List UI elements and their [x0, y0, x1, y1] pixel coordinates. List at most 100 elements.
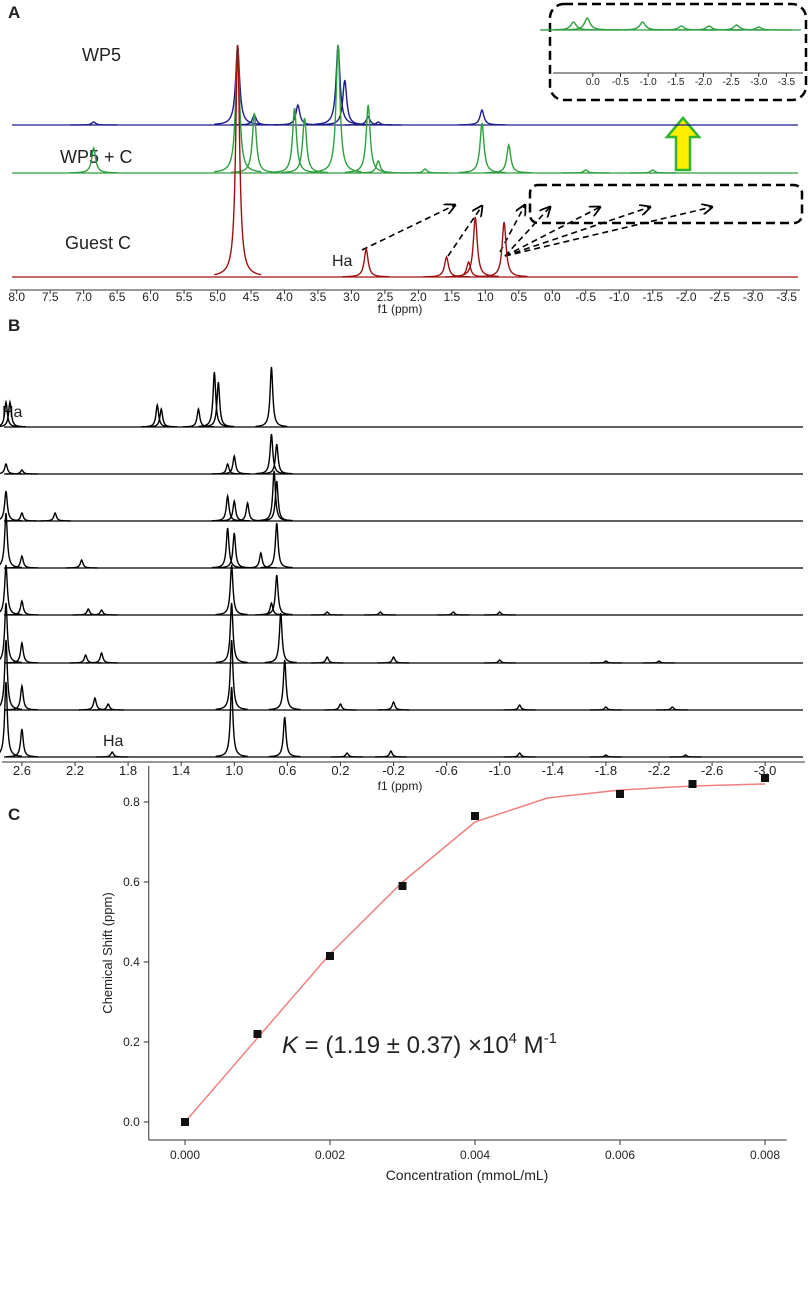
x-tick-label: 7.5 [42, 290, 59, 304]
peak [703, 24, 770, 31]
peak [218, 454, 251, 475]
panel-label: B [8, 316, 20, 335]
up-arrow [664, 116, 702, 172]
peak [72, 608, 105, 616]
peak [145, 407, 178, 428]
peak [182, 406, 215, 428]
peak [281, 117, 329, 174]
peak [354, 121, 402, 126]
x-tick-label: -2.0 [676, 290, 697, 304]
x-axis-label: Concentration (mmoL/mL) [386, 1167, 549, 1183]
x-tick-label: -3.0 [750, 77, 768, 88]
peak [374, 750, 407, 758]
panel-label: A [8, 3, 20, 22]
x-tick-label: 2.2 [66, 763, 84, 778]
x-tick-label: -1.8 [595, 763, 617, 778]
data-point [253, 1030, 262, 1038]
peak [5, 599, 38, 616]
peak [643, 660, 675, 664]
peak [324, 703, 357, 711]
peak [5, 511, 38, 522]
peak [725, 26, 792, 31]
peak [377, 656, 410, 664]
peak [5, 554, 38, 569]
peak [92, 703, 125, 711]
x-tick-label: 0.5 [510, 290, 527, 304]
peak [364, 611, 397, 616]
data-point [471, 812, 479, 820]
y-axis-label: Chemical Shift (ppm) [100, 892, 115, 1013]
x-tick-label: -0.6 [435, 763, 457, 778]
annotation: Ha [332, 253, 353, 270]
x-tick-label: 8.0 [8, 290, 25, 304]
annotation-part: -1 [544, 1030, 557, 1047]
peak [0, 399, 22, 428]
y-tick-label: 0.2 [123, 1035, 140, 1049]
peak [5, 683, 38, 711]
data-point [761, 774, 769, 782]
peak [211, 462, 244, 475]
peak [274, 103, 322, 126]
x-tick-label: -1.0 [609, 290, 630, 304]
y-tick-label: 0.4 [123, 955, 140, 969]
x-tick-label: 0.008 [750, 1148, 780, 1162]
peak [503, 704, 536, 711]
x-tick-label: -0.2 [382, 763, 404, 778]
peak [214, 44, 262, 276]
peak [215, 564, 248, 616]
peak [215, 639, 248, 711]
x-tick-label: 0.2 [331, 763, 349, 778]
peak [344, 104, 392, 174]
peak [260, 522, 293, 569]
x-tick-label: -3.5 [778, 77, 796, 88]
peak [458, 108, 506, 126]
peak [5, 469, 38, 475]
x-tick-label: 1.5 [444, 290, 461, 304]
peak [39, 511, 72, 522]
x-tick-label: 1.4 [172, 763, 190, 778]
peak [65, 558, 98, 569]
peak [85, 609, 118, 616]
peak [0, 564, 22, 616]
data-point [181, 1118, 189, 1126]
peak [321, 79, 369, 126]
peak [70, 146, 118, 174]
annotation-part: K [282, 1032, 299, 1059]
peak [211, 527, 244, 569]
peak [483, 611, 516, 616]
peak [503, 752, 536, 758]
peak [589, 660, 622, 664]
annotation-part: 4 [509, 1030, 517, 1047]
peak [562, 169, 610, 174]
peak [202, 381, 235, 428]
x-tick-label: -3.5 [776, 290, 797, 304]
x-axis-label: f1 (ppm) [378, 779, 423, 793]
peak [540, 21, 607, 31]
x-tick-label: 2.0 [410, 290, 427, 304]
peak [629, 169, 677, 174]
peak [437, 611, 470, 616]
x-tick-label: -1.0 [489, 763, 511, 778]
peak [215, 686, 248, 758]
x-tick-label: 0.004 [460, 1148, 490, 1162]
peak [271, 107, 319, 174]
x-tick-label: -3.0 [743, 290, 764, 304]
x-tick-label: 7.0 [75, 290, 92, 304]
x-tick-label: 6.5 [109, 290, 126, 304]
peak [451, 216, 499, 278]
x-tick-label: 3.5 [310, 290, 327, 304]
x-tick-label: -2.6 [701, 763, 723, 778]
peak [401, 168, 449, 174]
peak [314, 44, 362, 173]
x-tick-label: -2.5 [709, 290, 730, 304]
peak [483, 659, 516, 664]
x-axis-label: f1 (ppm) [378, 302, 423, 316]
x-tick-label: 6.0 [142, 290, 159, 304]
peak [354, 159, 402, 174]
peak [554, 17, 621, 31]
annotation-part: = (1.19 ± 0.37) [298, 1032, 468, 1059]
peak [78, 696, 111, 711]
peak [268, 659, 301, 711]
x-tick-label: 2.5 [377, 290, 394, 304]
x-tick-label: 1.8 [119, 763, 137, 778]
